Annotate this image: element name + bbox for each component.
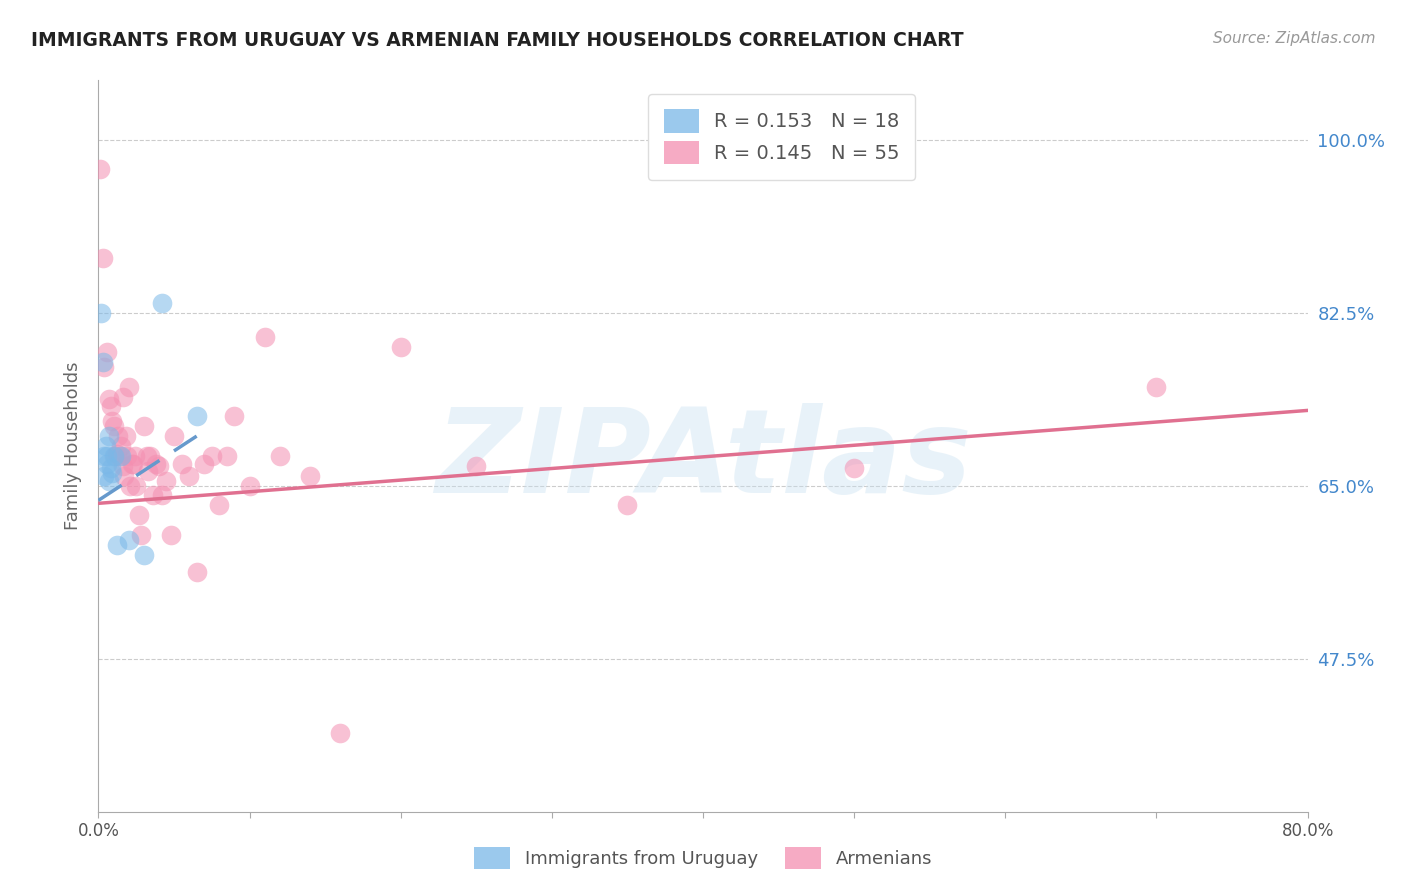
Point — [148, 458, 170, 473]
Point — [844, 460, 866, 475]
Point — [101, 466, 124, 480]
Point — [208, 498, 231, 512]
Point — [616, 498, 638, 512]
Point — [100, 460, 122, 475]
Point — [90, 305, 112, 319]
Point — [98, 429, 121, 443]
Point — [101, 414, 124, 428]
Point — [110, 439, 132, 453]
Point — [239, 478, 262, 492]
Point — [155, 474, 177, 488]
Point — [163, 429, 186, 443]
Point — [104, 449, 127, 463]
Point — [224, 409, 246, 424]
Point — [142, 488, 165, 502]
Point — [179, 468, 201, 483]
Point — [103, 449, 125, 463]
Point — [118, 533, 141, 547]
Point — [118, 380, 141, 394]
Point — [105, 538, 128, 552]
Point — [96, 345, 118, 359]
Point — [329, 725, 352, 739]
Point — [93, 359, 115, 374]
Point — [201, 449, 224, 463]
Point — [110, 449, 132, 463]
Point — [269, 449, 291, 463]
Point — [111, 390, 134, 404]
Point — [111, 458, 134, 473]
Point — [465, 458, 488, 473]
Point — [299, 468, 322, 483]
Point — [124, 449, 146, 463]
Point — [91, 251, 114, 265]
Point — [186, 565, 208, 579]
Point — [96, 449, 118, 463]
Point — [132, 419, 155, 434]
Point — [122, 457, 145, 471]
Point — [1144, 380, 1167, 394]
Point — [145, 457, 167, 471]
Point — [93, 449, 115, 463]
Point — [253, 330, 276, 344]
Point — [193, 457, 215, 471]
Legend: Immigrants from Uruguay, Armenians: Immigrants from Uruguay, Armenians — [465, 838, 941, 879]
Point — [129, 528, 152, 542]
Point — [150, 295, 173, 310]
Point — [215, 449, 238, 463]
Point — [93, 468, 115, 483]
Point — [389, 340, 412, 354]
Point — [170, 457, 193, 471]
Point — [89, 162, 111, 177]
Point — [150, 488, 173, 502]
Point — [108, 449, 131, 463]
Point — [98, 474, 121, 488]
Point — [94, 439, 117, 453]
Point — [96, 457, 118, 471]
Point — [128, 508, 150, 523]
Text: ZIPAtlas: ZIPAtlas — [434, 403, 972, 518]
Point — [125, 478, 148, 492]
Point — [139, 449, 162, 463]
Point — [132, 548, 155, 562]
Point — [98, 392, 121, 406]
Point — [100, 400, 122, 414]
Point — [112, 468, 135, 483]
Point — [120, 478, 142, 492]
Point — [107, 429, 129, 443]
Point — [186, 409, 208, 424]
Text: Source: ZipAtlas.com: Source: ZipAtlas.com — [1212, 31, 1375, 46]
Point — [105, 447, 128, 461]
Point — [160, 528, 183, 542]
Y-axis label: Family Households: Family Households — [63, 362, 82, 530]
Point — [115, 449, 138, 463]
Text: IMMIGRANTS FROM URUGUAY VS ARMENIAN FAMILY HOUSEHOLDS CORRELATION CHART: IMMIGRANTS FROM URUGUAY VS ARMENIAN FAMI… — [31, 31, 963, 50]
Legend: R = 0.153   N = 18, R = 0.145   N = 55: R = 0.153 N = 18, R = 0.145 N = 55 — [648, 94, 915, 180]
Point — [121, 457, 143, 471]
Point — [114, 429, 136, 443]
Point — [136, 464, 159, 478]
Point — [103, 419, 125, 434]
Point — [91, 355, 114, 369]
Point — [135, 449, 157, 463]
